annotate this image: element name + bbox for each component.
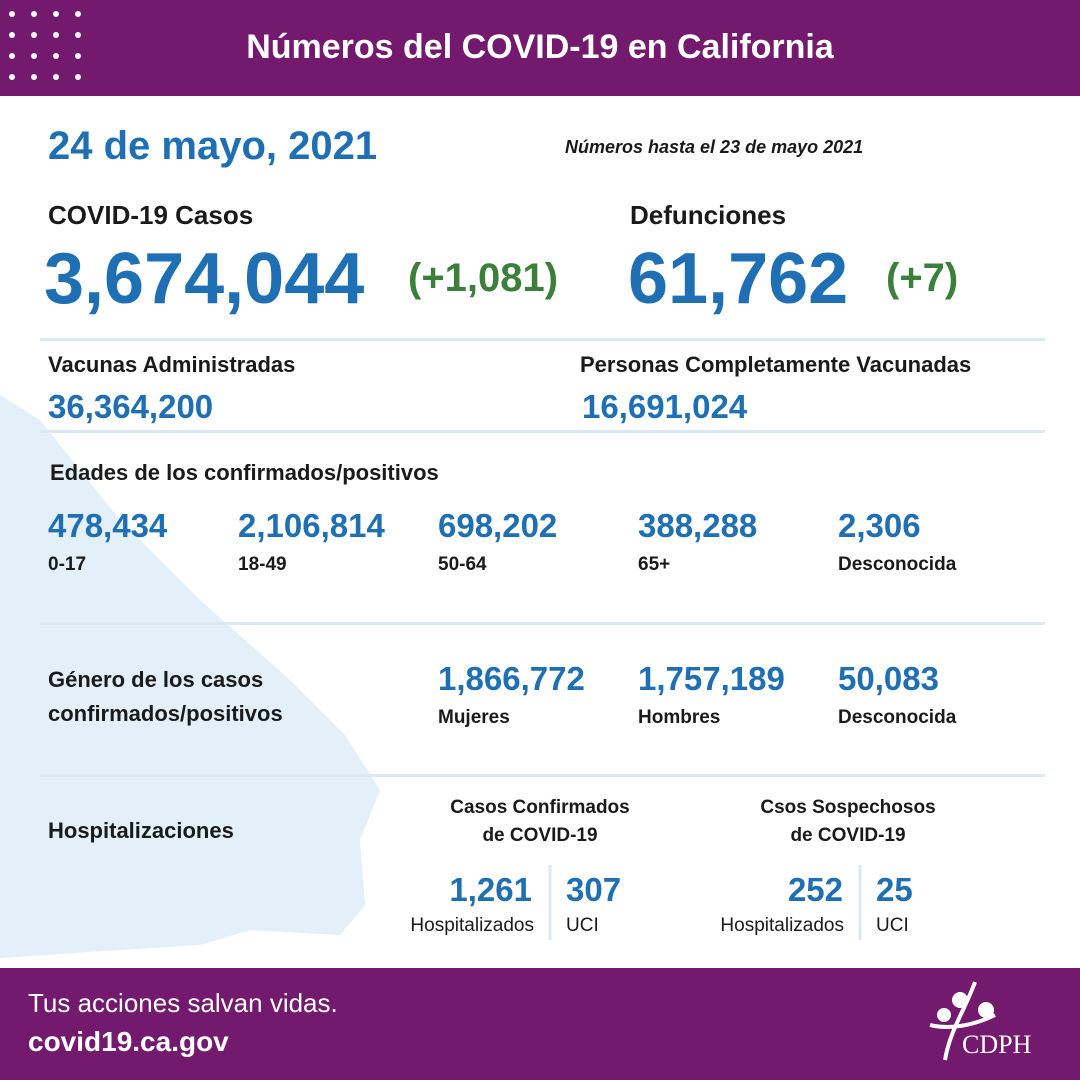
suspected-icu-value: 25	[876, 871, 913, 908]
deaths-label: Defunciones	[630, 200, 787, 230]
vaccines-label: Vacunas Administradas	[48, 352, 296, 377]
footer-bar	[0, 968, 1080, 1080]
suspected-icu-label: UCI	[876, 915, 909, 936]
suspected-title: Csos Sospechosos	[760, 797, 936, 818]
gender-label: Hombres	[638, 707, 721, 728]
fully-vaccinated-label: Personas Completamente Vacunadas	[580, 352, 972, 377]
confirmed-hospitalized-value: 1,261	[449, 871, 532, 908]
fully-vaccinated-value: 16,691,024	[582, 388, 748, 425]
separator	[40, 430, 1045, 433]
gender-value: 1,757,189	[638, 660, 785, 697]
age-label: 18-49	[238, 554, 287, 575]
header-title: Números del COVID-19 en California	[246, 28, 834, 66]
confirmed-title: de COVID-19	[482, 825, 598, 846]
gender-title: confirmados/positivos	[48, 701, 283, 726]
confirmed-title: Casos Confirmados	[450, 797, 630, 818]
report-date: 24 de mayo, 2021	[48, 124, 378, 168]
suspected-hospitalized-label: Hospitalizados	[720, 915, 844, 936]
deaths-value: 61,762	[628, 239, 849, 319]
age-value: 2,106,814	[238, 507, 385, 544]
separator	[40, 622, 1045, 625]
gender-label: Desconocida	[838, 707, 957, 728]
age-label: 0-17	[48, 554, 87, 575]
age-value: 698,202	[438, 507, 558, 544]
confirmed-icu-label: UCI	[566, 915, 599, 936]
age-value: 478,434	[48, 507, 168, 544]
cases-change: (+1,081)	[408, 256, 559, 300]
confirmed-icu-value: 307	[566, 871, 622, 908]
separator	[40, 774, 1045, 777]
cases-label: COVID-19 Casos	[48, 200, 254, 230]
separator	[40, 338, 1045, 341]
footer-url[interactable]: covid19.ca.gov	[28, 1026, 229, 1057]
california-map	[0, 395, 380, 958]
vaccines-value: 36,364,200	[48, 388, 214, 425]
age-label: 50-64	[438, 554, 487, 575]
cdph-logo-figures	[929, 981, 996, 1061]
header-bar	[0, 0, 1080, 96]
confirmed-hospitalized-label: Hospitalizados	[410, 915, 534, 936]
age-value: 2,306	[838, 507, 921, 544]
gender-label: Mujeres	[438, 707, 510, 728]
footer-slogan: Tus acciones salvan vidas.	[28, 988, 338, 1018]
suspected-title: de COVID-19	[790, 825, 906, 846]
gender-title: Género de los casos	[48, 667, 264, 692]
suspected-hospitalized-value: 252	[787, 871, 843, 908]
age-label: 65+	[638, 554, 671, 575]
data-note: Números hasta el 23 de mayo 2021	[565, 137, 864, 157]
deaths-change: (+7)	[886, 256, 959, 300]
gender-value: 50,083	[838, 660, 939, 697]
ages-title: Edades de los confirmados/positivos	[50, 460, 439, 485]
age-label: Desconocida	[838, 554, 957, 575]
cases-value: 3,674,044	[44, 239, 365, 319]
gender-value: 1,866,772	[438, 660, 585, 697]
decor-dots	[9, 11, 81, 80]
hospitalizations-title: Hospitalizaciones	[48, 818, 234, 843]
footer-logo-text: CDPH	[962, 1030, 1032, 1059]
age-value: 388,288	[638, 507, 758, 544]
